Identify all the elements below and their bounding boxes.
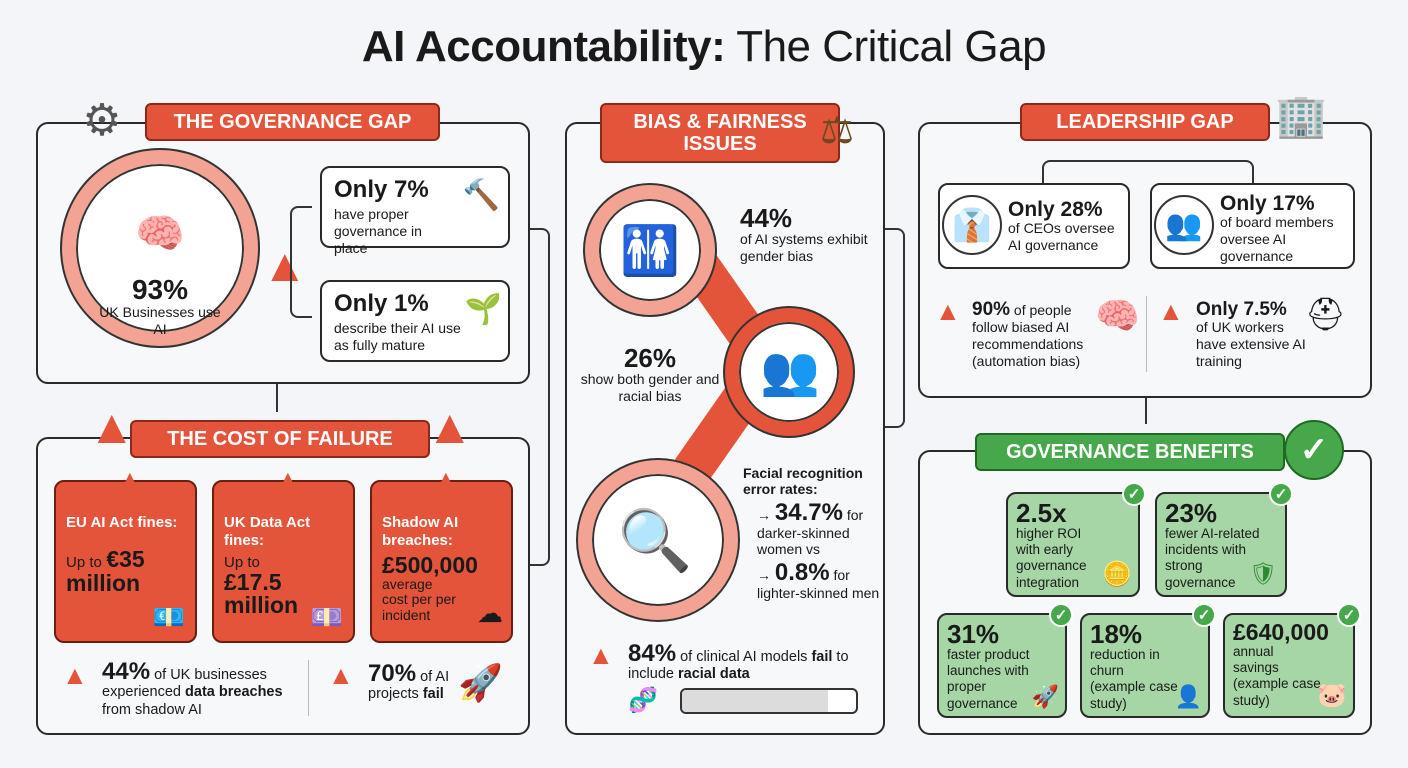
check-icon: ✓ [1049, 603, 1073, 627]
warning-icon: ▲ [88, 401, 136, 454]
warning-icon: ▲ [117, 464, 143, 494]
board-card: 👥 Only 17% of board members oversee AI go… [1150, 183, 1355, 269]
warning-icon: ▲ [328, 660, 354, 690]
proper-governance-card: Only 7% have proper governance in place 🔨 [320, 166, 510, 256]
ai-training-stat: Only 7.5% of UK workers have extensive AI… [1196, 299, 1306, 369]
ceo-avatar-icon: 👔 [942, 195, 1002, 255]
benefit-card: 2.5x higher ROI with early governance int… [1006, 482, 1146, 597]
coins-icon: 🪙 [1102, 561, 1132, 588]
shadow-ai-card: Shadow AI breaches: £500,000 average cos… [370, 480, 513, 643]
euro-banknote-icon: 💶 [152, 602, 185, 632]
building-question-icon: 🏢 [1275, 92, 1328, 139]
broken-cloud-icon: ☁ [477, 598, 503, 628]
piggy-bank-icon: 🐷 [1317, 682, 1347, 709]
automation-bias-stat: 90% of people follow biased AI recommend… [972, 299, 1084, 369]
leadership-header: LEADERSHIP GAP [1020, 103, 1270, 141]
governance-header: THE GOVERNANCE GAP [145, 103, 440, 141]
user-down-icon: 👤 [1174, 684, 1202, 709]
branch-connector [290, 206, 312, 318]
scales-icon: ⚖ [820, 110, 855, 152]
shield-check-icon: 🛡 [1249, 561, 1277, 586]
eu-fines-card: EU AI Act fines: Up to €35 million 💶 [54, 480, 197, 643]
dna-icon: 🧬 [628, 687, 658, 714]
warning-icon: ▲ [1158, 296, 1184, 326]
connector [885, 228, 905, 428]
cost-header: THE COST OF FAILURE [130, 420, 430, 458]
benefit-card: 31% faster product launches with proper g… [937, 603, 1073, 718]
benefit-card: 23% fewer AI-related incidents with stron… [1155, 482, 1293, 597]
plant-clock-icon: 🌱 [464, 293, 502, 326]
bias-header: BIAS & FAIRNESS ISSUES [600, 103, 840, 163]
gear-lock-icon: ⚙ [82, 95, 122, 145]
warning-icon: ▲ [426, 401, 474, 454]
connector [530, 228, 550, 566]
divider [1146, 296, 1147, 372]
page-title: AI Accountability: The Critical Gap [361, 22, 1047, 71]
check-badge-icon: ✓ [1284, 420, 1344, 480]
board-meeting-icon: 👥 [1154, 195, 1214, 255]
warning-icon: ▲ [935, 296, 961, 326]
warning-icon: ▲ [588, 640, 614, 670]
pound-banknote-icon: 💷 [310, 602, 343, 632]
brain-globe-icon: 🧠 [135, 211, 185, 256]
rocket-icon: 🚀 [458, 662, 503, 703]
tree-connector [1042, 160, 1254, 184]
down-arrow [276, 384, 278, 412]
clinical-progress-bar [680, 688, 858, 714]
check-icon: ✓ [1192, 603, 1216, 627]
project-fail-stat: 70% of AI projects fail [368, 660, 450, 703]
divider [308, 660, 309, 716]
check-icon: ✓ [1337, 603, 1361, 627]
benefit-card: £640,000 annual savings (example case stu… [1223, 603, 1361, 718]
check-icon: ✓ [1122, 482, 1146, 506]
ceo-card: 👔 Only 28% of CEOs oversee AI governance [938, 183, 1130, 269]
benefits-header: GOVERNANCE BENEFITS [975, 433, 1285, 471]
gender-icon: 🚻 [620, 224, 680, 278]
mature-ai-card: Only 1% describe their AI use as fully ma… [320, 280, 510, 362]
facial-recognition-stat: Facial recognition error rates: → 34.7% … [743, 465, 880, 602]
uk-fines-card: UK Data Act fines: Up to £17.5 million 💷 [212, 480, 355, 643]
face-magnifier-icon: 🔍 [617, 506, 693, 574]
rocket-icon: 🚀 [1031, 684, 1059, 709]
warning-icon: ▲ [275, 464, 301, 494]
warning-icon: ▲ [62, 660, 88, 690]
puppet-brain-icon: 🧠 [1095, 295, 1140, 336]
warning-icon: ▲ [433, 464, 459, 494]
benefit-card: 18% reduction in churn (example case stud… [1080, 603, 1216, 718]
gender-bias-stat: 44% of AI systems exhibit gender bias [740, 203, 868, 264]
warning-icon: ▲ [262, 239, 308, 291]
clinical-stat: 84% of clinical AI models fail to includ… [628, 640, 849, 683]
check-icon: ✓ [1269, 482, 1293, 506]
down-arrow [1145, 398, 1147, 424]
shadow-breach-stat: 44% of UK businesses experienced data br… [102, 658, 283, 718]
ai-usage-stat: 93% UK Businesses use AI [99, 274, 221, 337]
people-icon: 👥 [760, 344, 820, 398]
gavel-shield-icon: 🔨 [462, 179, 500, 212]
hardhat-laptop-icon: ⛑ [1305, 296, 1346, 332]
gender-racial-stat: 26% show both gender and racial bias [580, 343, 720, 404]
